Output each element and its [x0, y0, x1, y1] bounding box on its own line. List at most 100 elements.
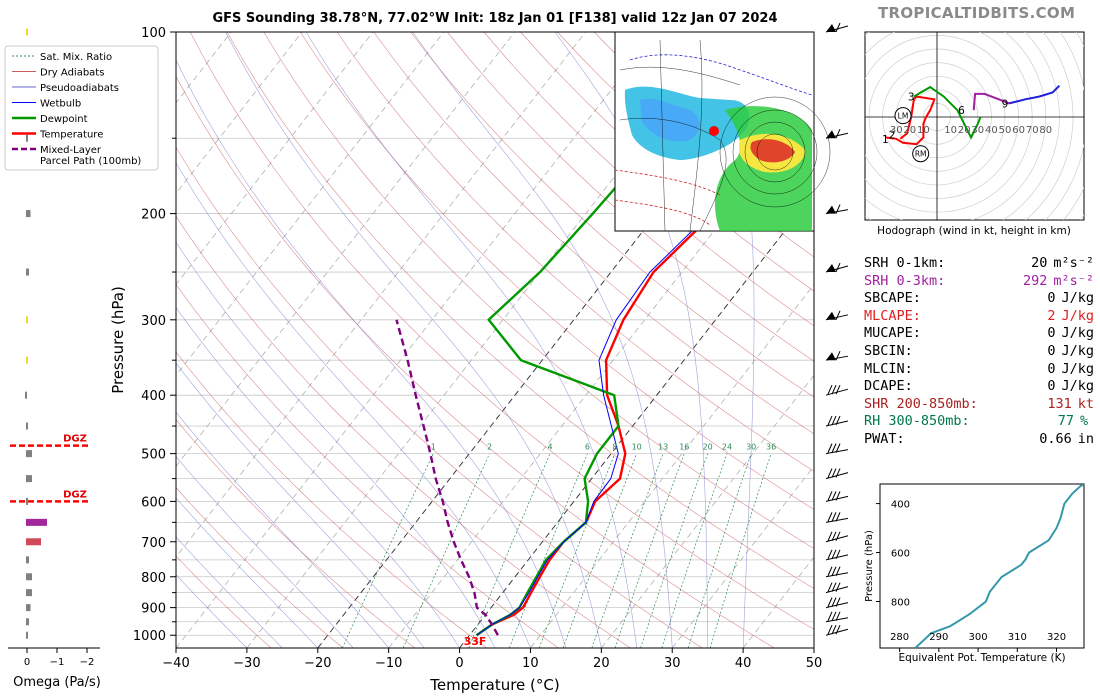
wind-barb: [825, 512, 849, 523]
omega-panel: 0 −1 −2 DGZ DGZ: [8, 28, 100, 668]
theta-e-line: [914, 484, 1084, 648]
omega-axis-label: Omega (Pa/s): [13, 675, 101, 690]
parameter-row: SBCIN: 0 J/kg: [864, 343, 1094, 361]
mixing-ratio-label: 16: [679, 443, 689, 452]
wind-barb: [825, 129, 849, 139]
hodograph-height-label: 6: [958, 105, 965, 117]
legend-label: Pseudoadiabats: [40, 83, 119, 94]
pseudoadiabat: [305, 32, 638, 648]
dry-adiabat: [176, 555, 272, 648]
parameter-value: 20: [1031, 255, 1048, 271]
wind-barb: [825, 204, 849, 215]
parameter-unit: kt: [1077, 395, 1094, 412]
parameter-table: SRH 0-1km: 20 m²s⁻² SRH 0-3km: 292 m²s⁻² SBCAP…: [864, 255, 1094, 449]
parameter-unit: m²s⁻²: [1053, 255, 1094, 271]
wind-barb: [825, 22, 849, 33]
mixing-ratio-line: [709, 453, 772, 648]
omega-bar: [26, 268, 29, 276]
hodograph-trace: [913, 85, 982, 140]
y-tick-label: 300: [141, 314, 166, 329]
legend-label: Dewpoint: [40, 114, 88, 125]
hodograph-ring-label: 80: [1039, 125, 1052, 136]
isotherm: [176, 32, 657, 648]
dry-adiabat: [336, 32, 814, 472]
parameter-value: 0: [1047, 325, 1056, 342]
omega-bar: [26, 518, 47, 526]
skewt-y-ticks: 100 200 300 400 500 600 700 800 900 1000: [133, 26, 176, 644]
parameter-value: 0: [1047, 342, 1056, 359]
x-tick-label: −30: [233, 656, 260, 671]
wind-barb: [825, 611, 849, 623]
parameter-label: SBCIN:: [864, 342, 913, 359]
pseudoadiabat: [176, 411, 389, 648]
theta-x-tick-label: 320: [1047, 632, 1066, 643]
mixing-ratio-label: 36: [766, 443, 776, 452]
y-axis-label: Pressure (hPa): [109, 286, 127, 394]
x-tick-label: −10: [375, 656, 402, 671]
mixing-ratio-label: 1: [431, 443, 436, 452]
skewt-frame: [175, 31, 815, 649]
wind-barb: [825, 597, 849, 609]
pseudoadiabat: [176, 306, 460, 648]
dry-adiabat: [176, 215, 631, 648]
dry-adiabat: [176, 419, 416, 648]
hodograph-ring-label: 20: [903, 125, 916, 136]
legend-label: Mixed-Layer: [40, 145, 102, 156]
parameter-unit: J/kg: [1061, 290, 1094, 307]
dgz-label: DGZ: [63, 489, 87, 500]
mixed-layer-parcel-path-100mb-line: [395, 319, 499, 636]
isotherm-zero: [459, 192, 814, 648]
omega-bar: [26, 422, 28, 430]
pseudoadiabat: [176, 59, 567, 648]
pseudoadiabat: [554, 32, 708, 648]
parameter-label: SRH 0-3km:: [864, 272, 946, 289]
mixing-ratio-line: [591, 453, 664, 648]
hodograph-ring-label: 70: [1026, 125, 1039, 136]
parameter-row: MLCAPE: 2 J/kg: [864, 308, 1094, 326]
dgz-label: DGZ: [63, 434, 87, 445]
omega-bar: [26, 604, 31, 612]
mixing-ratio-line: [538, 453, 616, 648]
isotherm: [176, 32, 303, 195]
y-tick-label: 700: [141, 536, 166, 551]
dry-adiabat: [300, 32, 814, 510]
parameter-unit: m²s⁻²: [1053, 272, 1094, 289]
theta-x-tick-label: 300: [969, 632, 988, 643]
parameter-value: 131: [1047, 395, 1072, 412]
wind-barb: [825, 443, 849, 455]
parameter-label: SHR 200-850mb:: [864, 395, 978, 412]
dry-adiabat: [447, 32, 814, 362]
parameter-label: MUCAPE:: [864, 325, 921, 342]
mixing-ratio-line: [687, 453, 752, 648]
y-tick-label: 800: [141, 571, 166, 586]
mixing-ratio-label: 6: [585, 443, 590, 452]
y-tick-label: 1000: [133, 629, 166, 644]
location-marker: [709, 126, 719, 136]
hodograph-ring-label: 30: [971, 125, 984, 136]
wind-barb: [825, 384, 849, 396]
parameter-value: 0.66: [1039, 430, 1072, 447]
theta-x-tick-label: 290: [929, 632, 948, 643]
dry-adiabat: [176, 283, 559, 648]
dry-adiabat: [373, 32, 814, 435]
legend-label: Parcel Path (100mb): [40, 156, 141, 167]
mixing-ratio-label: 20: [703, 443, 713, 452]
hodograph-ring-label: 40: [985, 125, 998, 136]
isotherm: [601, 374, 814, 648]
parameter-value: 0: [1047, 378, 1056, 395]
hodograph-trace: [972, 92, 1010, 111]
theta-x-tick-label: 310: [1008, 632, 1027, 643]
omega-bar: [26, 631, 28, 639]
pseudoadiabat: [176, 574, 248, 648]
chart-title: GFS Sounding 38.78°N, 77.02°W Init: 18z …: [212, 11, 777, 26]
mixing-ratio-label: 13: [658, 443, 668, 452]
omega-bar: [26, 573, 32, 581]
pseudoadiabat: [412, 32, 673, 648]
pseudoadiabat: [176, 536, 283, 648]
omega-tick-label: −2: [80, 657, 95, 668]
hodograph-height-label: 3: [908, 92, 915, 104]
omega-bar: [26, 210, 31, 218]
pseudoadiabat: [712, 32, 755, 648]
